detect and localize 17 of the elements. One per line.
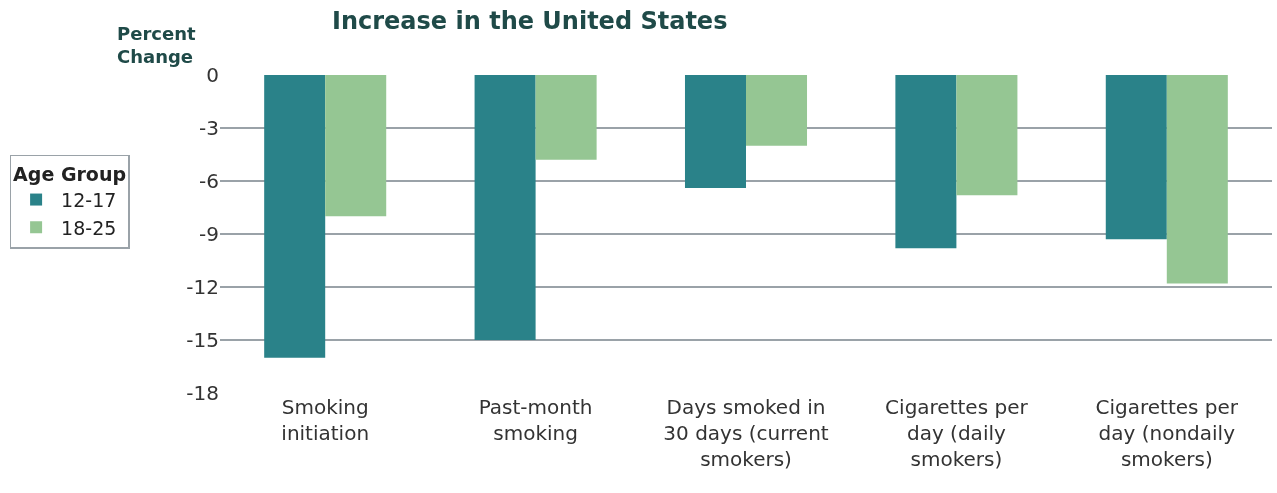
legend-title: Age Group <box>13 162 127 185</box>
x-tick-label: Cigarettes per day (nondaily smokers) <box>1095 395 1239 471</box>
x-tick-label: Past-month smoking <box>478 395 593 445</box>
y-tick-label: -12 <box>186 275 219 299</box>
y-tick-label: -6 <box>199 169 219 193</box>
y-tick-label: -15 <box>186 328 219 352</box>
y-axis-title: Percent Change <box>117 23 196 68</box>
legend-label: 18-25 <box>61 216 117 239</box>
chart-title: Increase in the United States <box>332 7 728 36</box>
y-tick-label: -18 <box>186 381 219 405</box>
y-tick-label: -3 <box>199 116 219 140</box>
y-tick-label: -9 <box>199 222 219 246</box>
x-tick-label: Days smoked in 30 days (current smokers) <box>663 395 829 471</box>
x-tick-label: Cigarettes per day (daily smokers) <box>885 395 1029 471</box>
legend-label: 12-17 <box>61 188 117 211</box>
x-tick-label: Smoking initiation <box>281 395 370 445</box>
y-tick-label: 0 <box>206 63 219 87</box>
